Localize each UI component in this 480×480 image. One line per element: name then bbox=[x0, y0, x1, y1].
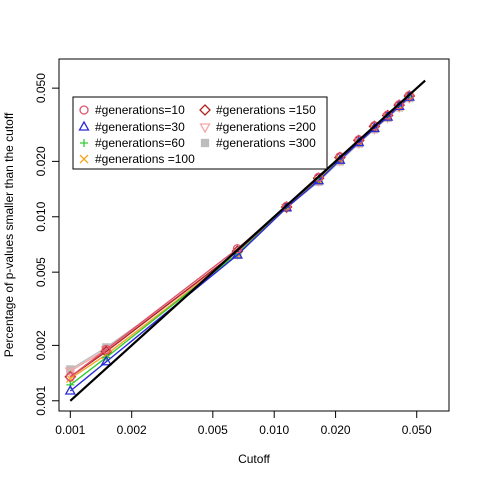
legend-marker bbox=[78, 120, 90, 131]
legend-label: #generations =300 bbox=[216, 136, 316, 150]
data-point bbox=[354, 135, 364, 145]
data-point bbox=[64, 384, 76, 395]
y-tick-label: 0.005 bbox=[34, 257, 48, 287]
x-tick-label: 0.050 bbox=[402, 423, 432, 437]
legend-label: #generations=60 bbox=[95, 136, 185, 150]
data-point bbox=[394, 100, 404, 110]
data-point bbox=[232, 244, 243, 254]
legend-item: #generations =200 bbox=[199, 120, 316, 134]
legend-item: #generations=10 bbox=[79, 103, 185, 117]
legend-marker bbox=[200, 138, 210, 148]
x-tick-label: 0.010 bbox=[259, 423, 289, 437]
reference-line bbox=[69, 79, 426, 402]
y-axis: 0.001 0.002 0.005 0.010 0.020 0.050 bbox=[34, 73, 59, 416]
legend-box bbox=[72, 96, 328, 170]
data-point bbox=[65, 374, 75, 384]
legend-marker bbox=[79, 154, 89, 164]
data-point bbox=[101, 344, 111, 355]
legend: #generations=10 #generations=30 #generatio… bbox=[72, 96, 328, 170]
legend-label: #generations =200 bbox=[216, 120, 316, 134]
x-tick-label: 0.020 bbox=[321, 423, 351, 437]
data-point bbox=[100, 355, 112, 366]
legend-item: #generations=30 bbox=[78, 120, 185, 134]
y-tick-label: 0.001 bbox=[34, 385, 48, 415]
legend-label: #generations =150 bbox=[216, 103, 316, 117]
y-tick-label: 0.020 bbox=[34, 146, 48, 176]
data-point bbox=[64, 367, 76, 378]
data-point bbox=[313, 172, 324, 182]
y-axis-title: Percentage of p-values smaller than the … bbox=[2, 112, 16, 357]
legend-item: #generations =300 bbox=[200, 136, 316, 150]
y-tick-label: 0.050 bbox=[34, 73, 48, 103]
legend-marker bbox=[80, 139, 88, 147]
x-axis-title: Cutoff bbox=[238, 452, 270, 466]
data-point bbox=[231, 248, 244, 259]
data-point bbox=[281, 201, 292, 211]
x-tick-label: 0.002 bbox=[117, 423, 147, 437]
x-tick-label: 0.005 bbox=[198, 423, 228, 437]
y-tick-label: 0.002 bbox=[34, 330, 48, 360]
legend-label: #generations =100 bbox=[95, 152, 195, 166]
data-point bbox=[65, 372, 75, 382]
data-point bbox=[369, 121, 380, 131]
legend-label: #generations=10 bbox=[95, 103, 185, 117]
series-layer bbox=[64, 90, 416, 395]
legend-label: #generations=30 bbox=[95, 120, 185, 134]
reference-line-layer bbox=[69, 79, 426, 402]
legend-item: #generations =150 bbox=[199, 103, 316, 117]
plot-frame bbox=[58, 58, 450, 412]
legend-item: #generations =100 bbox=[79, 152, 195, 166]
data-point bbox=[335, 152, 345, 162]
legend-item: #generations=60 bbox=[80, 136, 185, 150]
legend-marker bbox=[199, 104, 211, 116]
legend-marker bbox=[199, 123, 211, 134]
y-tick-label: 0.010 bbox=[34, 201, 48, 231]
x-tick-label: 0.001 bbox=[55, 423, 85, 437]
data-point bbox=[404, 90, 414, 101]
legend-marker bbox=[79, 105, 89, 115]
data-point bbox=[382, 110, 393, 120]
x-axis: 0.001 0.002 0.005 0.010 0.020 0.050 bbox=[55, 411, 432, 437]
